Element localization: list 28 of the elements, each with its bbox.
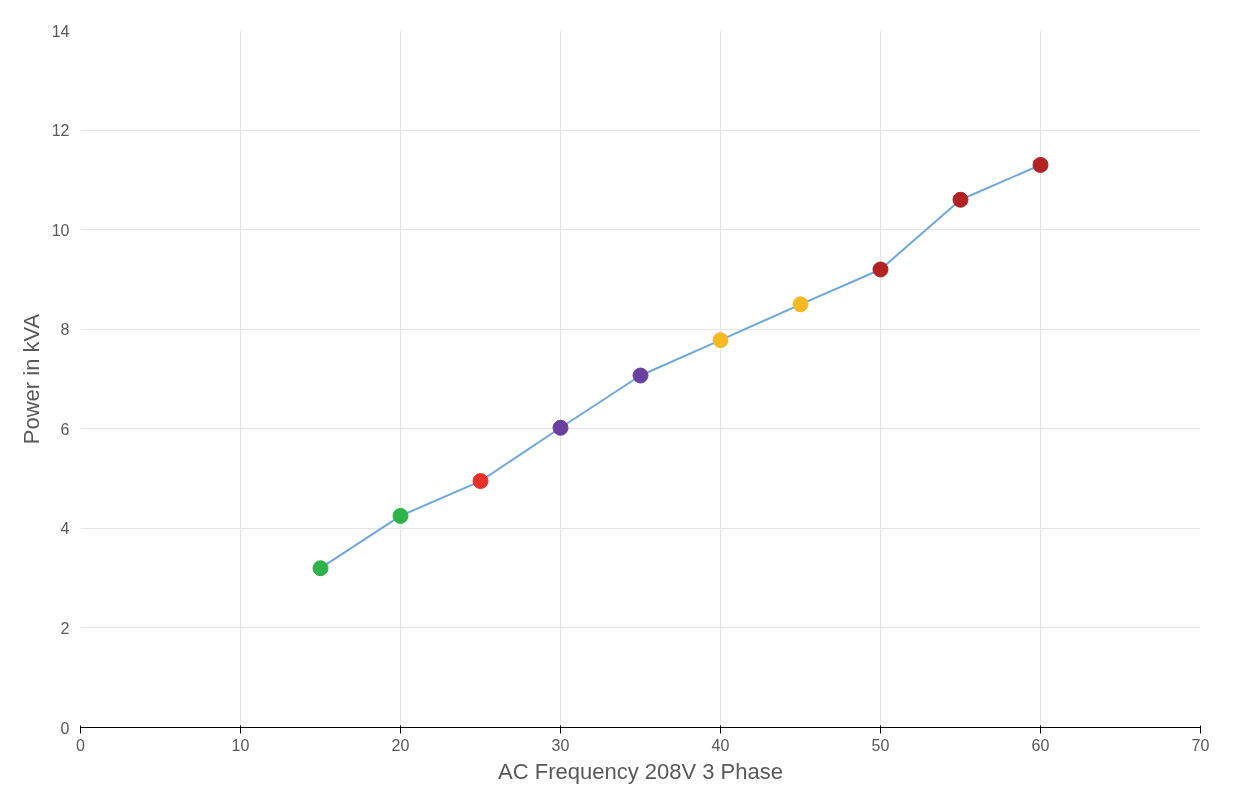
y-tick-label: 14 [51,22,70,40]
x-tick-label: 50 [871,736,890,754]
y-axis-title: Power in kVA [18,313,44,445]
point [392,507,409,524]
y-tick-label: 4 [60,520,70,538]
point [552,419,569,436]
y-tick-label: 8 [60,321,70,339]
point [312,560,329,577]
point [792,296,809,313]
point [872,261,889,278]
x-tick-label: 0 [76,736,86,754]
x-tick-label: 30 [551,736,570,754]
x-tick-label: 70 [1191,736,1210,754]
point [952,191,969,208]
y-tick-label: 2 [60,619,70,637]
point [472,473,489,490]
x-tick-label: 60 [1031,736,1050,754]
x-axis-title: AC Frequency 208V 3 Phase [498,758,783,784]
y-tick-label: 10 [51,221,70,239]
x-tick-label: 10 [231,736,250,754]
y-tick-label: 0 [60,719,70,737]
point [1032,156,1049,173]
y-tick-label: 6 [60,420,70,438]
x-tick-label: 40 [711,736,730,754]
point [712,332,729,349]
y-tick-label: 12 [51,122,70,140]
x-tick-label: 20 [391,736,410,754]
point [632,367,649,384]
